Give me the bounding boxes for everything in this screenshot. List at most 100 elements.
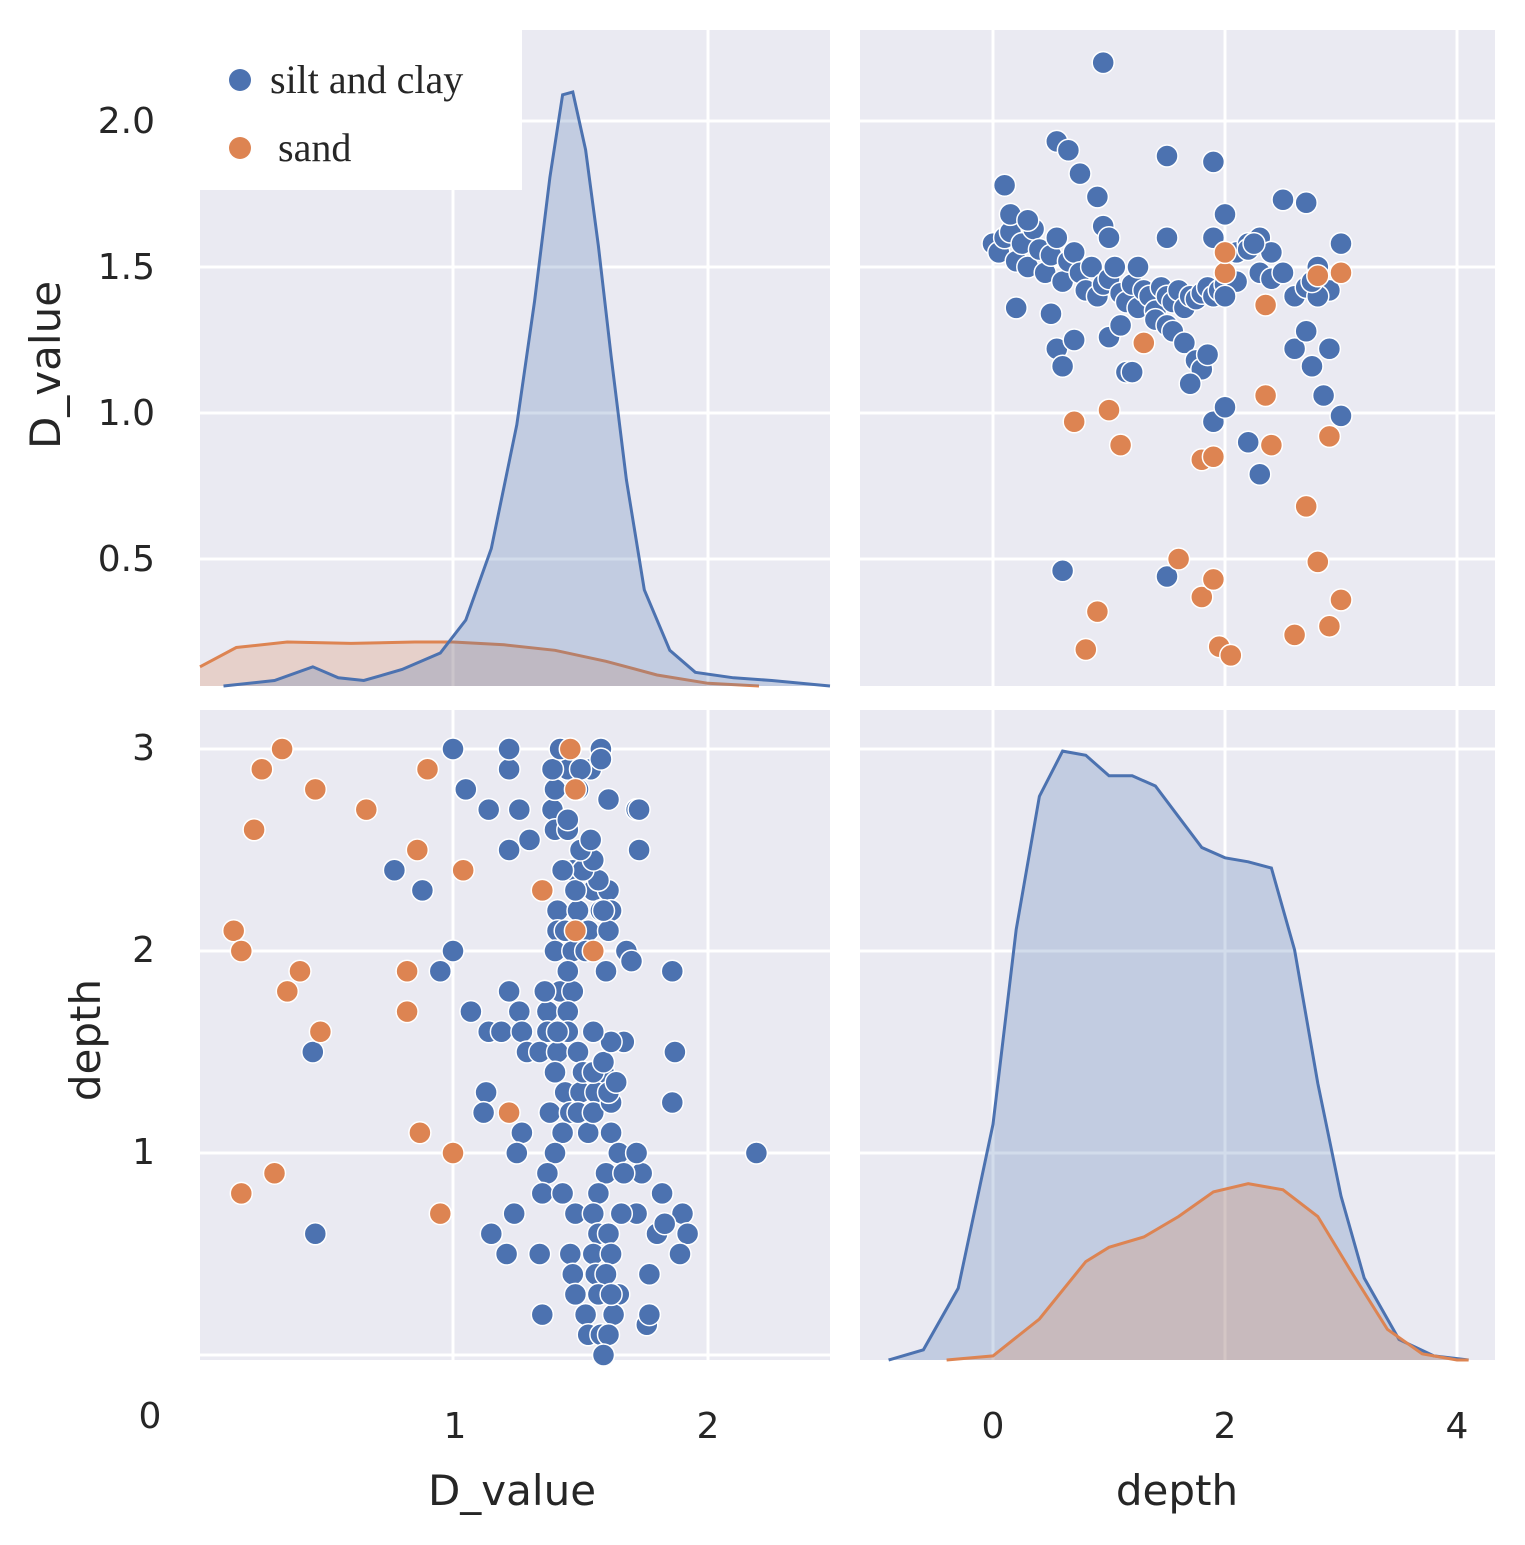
point-bl-sand-9 <box>451 858 475 882</box>
xtick-dvalue-2: 2 <box>697 1406 720 1447</box>
point-tr-silt-17 <box>1079 255 1104 279</box>
point-bl-silt-54 <box>543 1060 567 1084</box>
point-bl-silt-x36 <box>517 828 542 852</box>
ytick-depth-1: 1 <box>132 1132 155 1173</box>
point-bl-silt-27 <box>596 919 621 943</box>
point-bl-silt-x3 <box>599 1282 623 1307</box>
point-bl-silt-52 <box>566 1040 590 1064</box>
point-bl-silt-22 <box>566 898 590 923</box>
point-bl-silt-44 <box>489 1020 514 1044</box>
point-bl-silt-87 <box>596 1222 621 1246</box>
point-bl-silt-45 <box>510 1020 534 1044</box>
point-bl-silt-89 <box>494 1242 519 1266</box>
point-bl-silt-x23 <box>545 1020 570 1044</box>
point-bl-silt-76 <box>550 1181 575 1206</box>
point-tr-sand-8 <box>1294 494 1318 519</box>
point-tr-sand-24 <box>1213 261 1237 285</box>
point-tr-sand-6 <box>1253 383 1278 408</box>
point-tr-silt-67 <box>1294 191 1318 215</box>
point-bl-silt-71 <box>744 1141 769 1165</box>
point-bl-silt-82 <box>581 1201 606 1226</box>
point-bl-silt-94 <box>561 1262 585 1286</box>
point-bl-silt-79 <box>303 1222 328 1246</box>
point-bl-silt-59 <box>474 1080 498 1105</box>
point-bl-silt-69 <box>543 1141 567 1165</box>
point-bl-sand-17 <box>275 979 300 1004</box>
point-bl-silt-15 <box>627 838 651 862</box>
legend-marker-silt <box>229 69 251 91</box>
point-bl-sand-24 <box>229 1181 254 1206</box>
point-tr-sand-2 <box>1108 433 1133 457</box>
point-bl-silt-x0 <box>591 1343 616 1367</box>
point-bl-sand-13 <box>229 939 254 963</box>
point-bl-silt-35 <box>497 979 521 1004</box>
point-bl-silt-41 <box>535 999 560 1024</box>
point-bl-sand-18 <box>395 999 419 1024</box>
point-tr-sand-21 <box>1317 614 1342 638</box>
xlabel-depth: depth <box>1116 1466 1238 1515</box>
point-bl-silt-x19 <box>591 1050 616 1074</box>
xtick-dvalue-1: 1 <box>444 1406 467 1447</box>
point-tr-sand-19 <box>1282 623 1307 647</box>
point-bl-silt-97 <box>563 1282 588 1307</box>
point-bl-silt-x7 <box>652 1211 677 1236</box>
point-tr-silt-74 <box>1004 296 1028 320</box>
point-bl-silt-x8 <box>609 1201 634 1226</box>
point-tr-silt-63 <box>1155 144 1179 168</box>
point-tr-sand-3 <box>1132 331 1156 355</box>
legend-box <box>200 30 522 190</box>
point-bl-silt-x41 <box>543 777 567 802</box>
point-bl-silt-91 <box>558 1242 583 1266</box>
point-tr-silt-82 <box>1120 360 1144 384</box>
point-bl-silt-100 <box>530 1302 555 1327</box>
kde-dvalue-silt-area <box>223 92 830 686</box>
xtick-depth-2: 2 <box>1214 1406 1237 1447</box>
point-tr-silt-56 <box>1068 161 1092 186</box>
point-tr-silt-92 <box>1213 395 1237 419</box>
point-bl-silt-90 <box>527 1242 552 1266</box>
point-bl-silt-x5 <box>668 1242 692 1266</box>
scatter-points <box>221 50 1353 1367</box>
point-tr-silt-62 <box>1201 150 1226 174</box>
point-bl-sand-5 <box>563 777 588 802</box>
point-bl-sand-11 <box>221 919 246 943</box>
point-tr-silt-104 <box>1050 558 1075 583</box>
point-bl-silt-65 <box>550 1121 575 1145</box>
point-bl-silt-34 <box>660 959 685 983</box>
point-bl-sand-4 <box>303 777 328 802</box>
point-tr-silt-50 <box>1329 231 1353 256</box>
point-bl-silt-5 <box>454 777 478 802</box>
kde-dvalue-sand-area <box>200 642 759 686</box>
point-tr-silt-21 <box>1103 255 1127 279</box>
point-bl-silt-33 <box>594 959 618 983</box>
point-bl-silt-x21 <box>599 1030 623 1054</box>
point-tr-silt-66 <box>1271 188 1295 212</box>
point-tr-silt-55 <box>1056 138 1081 162</box>
point-tr-silt-80 <box>1108 313 1133 338</box>
point-bl-sand-0 <box>270 737 294 761</box>
point-bl-silt-x9 <box>612 1161 636 1185</box>
ytick-depth-3: 3 <box>132 728 155 769</box>
point-tr-silt-100 <box>1329 404 1353 428</box>
point-bl-sand-19 <box>308 1020 333 1044</box>
point-bl-sand-6 <box>354 797 379 822</box>
point-tr-sand-13 <box>1190 585 1214 609</box>
grid-lines <box>200 30 1495 1360</box>
point-bl-silt-80 <box>502 1201 526 1226</box>
xlabel-dvalue: D_value <box>428 1466 596 1515</box>
point-bl-silt-68 <box>505 1141 529 1165</box>
point-bl-silt-75 <box>530 1181 555 1206</box>
point-bl-silt-66 <box>576 1121 600 1145</box>
legend: silt and clay sand <box>200 30 522 190</box>
point-bl-silt-18 <box>410 878 435 903</box>
point-bl-silt-85 <box>479 1222 504 1246</box>
point-tr-silt-53 <box>1016 208 1040 233</box>
point-bl-sand-21 <box>408 1121 432 1145</box>
point-bl-silt-x40 <box>596 787 621 812</box>
point-bl-sand-2 <box>250 757 274 781</box>
point-bl-silt-88 <box>675 1222 700 1246</box>
point-bl-silt-96 <box>594 1262 618 1286</box>
point-bl-silt-x22 <box>581 1020 606 1044</box>
point-tr-silt-98 <box>1311 383 1336 408</box>
